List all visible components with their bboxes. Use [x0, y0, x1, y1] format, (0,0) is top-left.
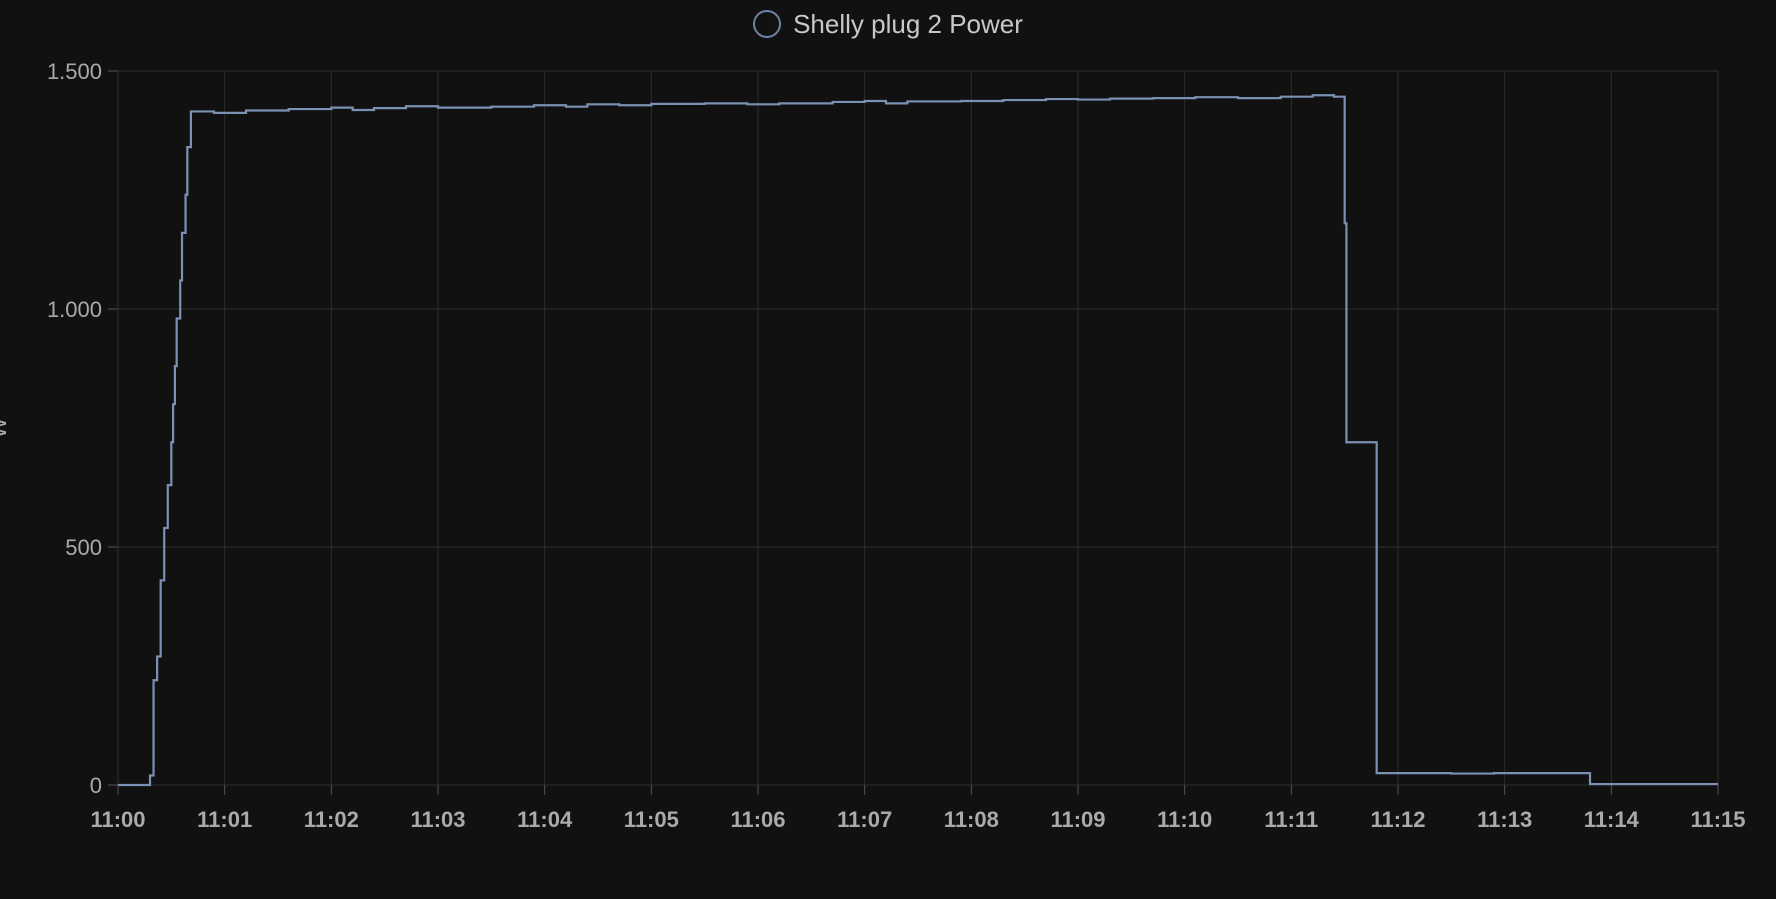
x-tick-label: 11:02: [304, 807, 359, 832]
x-tick-label: 11:03: [410, 807, 465, 832]
y-tick-label: 1.500: [47, 59, 102, 84]
x-tick-label: 11:08: [944, 807, 999, 832]
legend[interactable]: Shelly plug 2 Power: [0, 4, 1776, 44]
x-tick-label: 11:12: [1370, 807, 1425, 832]
y-axis-title: W: [0, 417, 11, 438]
x-tick-label: 11:04: [517, 807, 573, 832]
y-tick-label: 1.000: [47, 297, 102, 322]
y-tick-label: 500: [65, 535, 102, 560]
series-line-shelly-plug-2-power: [118, 94, 1718, 787]
x-tick-label: 11:09: [1050, 807, 1105, 832]
x-axis-ticks: 11:00 11:01 11:02 11:03 11:04 11:05 11:06 11:07…: [90, 807, 1745, 832]
x-tick-label: 11:13: [1477, 807, 1532, 832]
x-tick-label: 11:01: [197, 807, 252, 832]
y-tick-label: 0: [90, 773, 102, 798]
x-tick-label: 11:15: [1690, 807, 1745, 832]
x-tick-label: 11:06: [730, 807, 785, 832]
legend-label[interactable]: Shelly plug 2 Power: [793, 8, 1023, 39]
x-tick-label: 11:11: [1264, 807, 1318, 832]
grid-lines: [108, 70, 1719, 795]
y-axis-ticks: 0 500 1.000 1.500: [47, 59, 102, 798]
x-tick-label: 11:05: [624, 807, 679, 832]
x-tick-label: 11:07: [837, 807, 892, 832]
series-layer: [118, 94, 1718, 787]
legend-swatch-icon[interactable]: [753, 10, 782, 38]
x-tick-label: 11:00: [90, 807, 145, 832]
x-tick-label: 11:10: [1157, 807, 1212, 832]
x-tick-label: 11:14: [1584, 807, 1640, 832]
